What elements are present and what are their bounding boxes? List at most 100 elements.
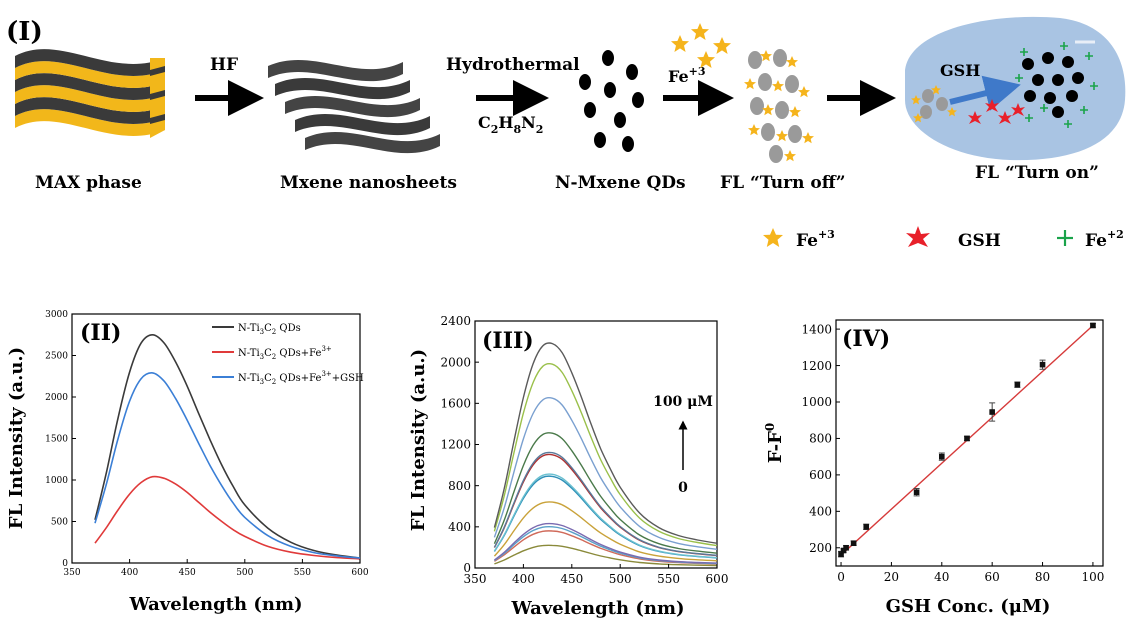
chart-IV: 0 20 40 60 80 100 200 400 600 800 1000 1200 1400 (IV… <box>763 319 1104 617</box>
legend-label-series-1: N-Ti3C2 QDs <box>238 323 301 336</box>
chart-III-series-line-11 <box>493 396 718 550</box>
chart-II-ytick-label: 2500 <box>45 352 68 362</box>
legend-star-icon <box>763 228 783 247</box>
chart-II-ytick-label: 0 <box>62 559 68 569</box>
chart-IV-point-12 <box>1090 322 1096 329</box>
chart-IV-ylabel: F-F0 <box>763 423 786 464</box>
chart-III-ytick-label: 1600 <box>440 397 471 411</box>
chart-IV-ytick-label: 1400 <box>801 322 832 336</box>
chart-II-ticks: 350 400 450 500 550 600 0 500 1000 1500 2000 2500 30… <box>45 310 369 578</box>
chart-III-series-line-7 <box>493 473 718 559</box>
arrow-label-hf: HF <box>210 55 238 75</box>
chart-III-series-line-9 <box>493 451 718 556</box>
chart-IV-point-6 <box>913 489 920 495</box>
step-label-turn-on: FL “Turn on” <box>975 163 1099 183</box>
chart-IV-xtick-label: 100 <box>1081 570 1104 584</box>
step-label-n-mxene-qds: N-Mxene QDs <box>555 173 686 193</box>
chart-IV-points <box>838 322 1096 558</box>
chart-III-xlabel: Wavelength (nm) <box>510 598 684 619</box>
cell-label-gsh: GSH <box>940 61 980 80</box>
chart-II-series-line-2 <box>94 475 361 560</box>
chart-IV-point-8 <box>964 435 970 442</box>
chart-III: 350 400 450 500 550 600 0 400 800 1200 1600 2000 240… <box>408 314 728 619</box>
legend-label-series-3: N-Ti3C2 QDs+Fe3++GSH <box>238 370 364 386</box>
chart-II-ytick-label: 3000 <box>45 310 68 320</box>
legend-label-series-2: N-Ti3C2 QDs+Fe3+ <box>238 345 332 361</box>
chart-III-ytick-label: 1200 <box>440 438 471 452</box>
chart-III-ytick-label: 2000 <box>440 355 471 369</box>
chart-III-ytick-label: 800 <box>448 479 471 493</box>
chart-III-ytick-label: 2400 <box>440 314 471 328</box>
chart-III-lines <box>493 342 718 567</box>
chart-IV-xtick-label: 60 <box>985 570 1000 584</box>
scheme-legend: Fe+3 GSH Fe+2 <box>763 226 1124 251</box>
chart-II-ytick-label: 1500 <box>45 435 68 445</box>
qd-dots <box>579 50 644 152</box>
chart-II-ylabel: FL Intensity (a.u.) <box>6 347 27 529</box>
chart-III-series-line-10 <box>493 432 718 554</box>
chart-II: 350 400 450 500 550 600 0 500 1000 1500 2000 2500 30… <box>6 310 369 615</box>
chart-IV-ytick-label: 400 <box>809 505 832 519</box>
chart-IV-point-9 <box>989 409 995 415</box>
chart-IV-xtick-label: 80 <box>1035 570 1050 584</box>
max-phase-illustration <box>15 49 165 138</box>
legend-cross-icon <box>1057 230 1073 246</box>
scheme-panel: (I) MAX phase HF Mxene nanosheets <box>6 16 1126 251</box>
chart-II-xtick-label: 450 <box>179 568 196 578</box>
chart-III-xtick-label: 600 <box>706 572 729 586</box>
panel-label-I: (I) <box>6 17 43 47</box>
chart-II-panel-label: (II) <box>80 320 121 346</box>
chart-IV-ytick-label: 800 <box>809 432 832 446</box>
chart-III-xtick-label: 500 <box>609 572 632 586</box>
legend-burst-icon <box>906 226 930 247</box>
mxene-nanosheets-illustration <box>268 59 440 154</box>
step-label-mxene-nanosheets: Mxene nanosheets <box>280 173 457 193</box>
chart-IV-ytick-label: 200 <box>809 541 832 555</box>
arrow-label-hydrothermal: Hydrothermal <box>446 55 580 75</box>
chart-III-ytick-label: 400 <box>448 520 471 534</box>
chart-II-xtick-label: 400 <box>121 568 138 578</box>
chart-II-series-line-1 <box>94 333 361 559</box>
chart-IV-point-1 <box>838 551 844 557</box>
turn-off-cluster <box>744 49 814 163</box>
chart-IV-panel-label: (IV) <box>842 326 890 352</box>
chart-IV-point-3 <box>843 544 849 551</box>
chart-III-ticks: 350 400 450 500 550 600 0 400 800 1200 1600 2000 240… <box>440 314 728 586</box>
chart-IV-xlabel: GSH Conc. (μM) <box>886 596 1051 617</box>
chart-III-xtick-label: 350 <box>464 572 487 586</box>
chart-III-series-line-1 <box>494 544 718 567</box>
step-label-max-phase: MAX phase <box>35 173 142 193</box>
arrow-label-reagent: C2H8N2 <box>478 113 543 136</box>
chart-III-panel-label: (III) <box>482 328 534 354</box>
chart-III-series-line-13 <box>493 342 718 544</box>
chart-IV-frame <box>835 319 1104 567</box>
chart-III-series-line-5 <box>493 501 718 562</box>
chart-IV-ytick-label: 1000 <box>801 395 832 409</box>
legend-label-gsh: GSH <box>958 231 1001 251</box>
chart-IV-point-5 <box>863 524 870 530</box>
chart-IV-xtick-label: 20 <box>884 570 899 584</box>
chart-II-lines <box>94 333 361 560</box>
chart-IV-ytick-label: 1200 <box>801 359 832 373</box>
chart-III-frame <box>474 320 718 569</box>
chart-III-annotation-top: 100 μM <box>653 394 713 410</box>
chart-III-series-line-4 <box>493 522 718 564</box>
chart-III-series-line-12 <box>493 362 718 547</box>
chart-II-xlabel: Wavelength (nm) <box>128 594 302 615</box>
chart-IV-ticks: 0 20 40 60 80 100 200 400 600 800 1000 1200 1400 <box>801 322 1104 584</box>
chart-III-ylabel: FL Intensity (a.u.) <box>408 349 429 531</box>
legend-label-fe3: Fe+3 <box>796 228 835 251</box>
chart-IV-point-10 <box>1014 381 1021 388</box>
step-label-turn-off: FL “Turn off” <box>720 173 845 193</box>
chart-II-legend: N-Ti3C2 QDs N-Ti3C2 QDs+Fe3+ N-Ti3C2 QDs… <box>212 323 364 386</box>
chart-IV-point-11 <box>1039 361 1046 368</box>
chart-III-xtick-label: 550 <box>657 572 680 586</box>
chart-III-ytick-label: 0 <box>463 561 471 575</box>
chart-II-xtick-label: 350 <box>63 568 80 578</box>
arrow-label-fe3: Fe+3 <box>668 65 706 86</box>
chart-III-xtick-label: 400 <box>512 572 535 586</box>
chart-IV-xtick-label: 40 <box>934 570 949 584</box>
chart-II-xtick-label: 600 <box>351 568 368 578</box>
chart-II-ytick-label: 500 <box>51 518 68 528</box>
